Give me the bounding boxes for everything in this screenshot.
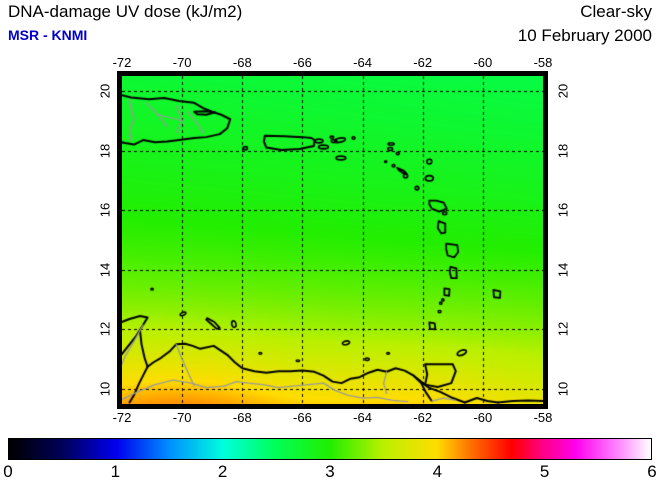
y-tick-left-3: 14 xyxy=(97,262,113,278)
y-tick-right-4: 12 xyxy=(555,322,571,337)
x-tick-bottom-4: -64 xyxy=(353,410,372,425)
y-tick-left-1: 18 xyxy=(97,143,113,158)
uv-dose-colorbar xyxy=(8,438,652,460)
x-tick-top-7: -58 xyxy=(533,55,553,70)
x-tick-top-4: -64 xyxy=(353,55,372,70)
chart-header: DNA-damage UV dose (kJ/m2) MSR - KNMI Cl… xyxy=(0,0,660,52)
x-tick-bottom-1: -70 xyxy=(172,410,192,425)
x-tick-bottom-3: -66 xyxy=(293,410,312,425)
colorbar-tick-3: 3 xyxy=(325,462,335,481)
x-tick-bottom-2: -68 xyxy=(232,410,252,425)
x-tick-top-2: -68 xyxy=(232,55,252,70)
x-tick-bottom-7: -58 xyxy=(533,410,553,425)
x-tick-top-6: -60 xyxy=(473,55,493,70)
y-tick-left-4: 12 xyxy=(97,322,113,337)
data-source-label: MSR - KNMI xyxy=(8,27,88,43)
colorbar-area: 0 1 2 3 4 5 6 xyxy=(0,432,660,481)
y-tick-right-5: 10 xyxy=(555,381,571,397)
x-tick-bottom-5: -62 xyxy=(413,410,433,425)
sky-condition-label: Clear-sky xyxy=(580,2,652,21)
y-tick-left-0: 20 xyxy=(97,83,113,99)
colorbar-tick-4: 4 xyxy=(432,462,443,481)
y-tick-right-0: 20 xyxy=(555,83,571,99)
map-frame xyxy=(117,71,548,409)
map-plot-area: -72 -72 -70 -70 -68 -68 -66 -66 -64 -64 -62 -62 -60 -… xyxy=(0,55,660,425)
date-label: 10 February 2000 xyxy=(517,26,652,45)
y-tick-left-5: 10 xyxy=(97,381,113,397)
colorbar-tick-2: 2 xyxy=(217,462,228,481)
y-tick-right-1: 18 xyxy=(555,143,571,158)
colorbar-tick-6: 6 xyxy=(647,462,657,481)
x-tick-bottom-6: -60 xyxy=(473,410,493,425)
x-tick-top-0: -72 xyxy=(112,55,132,70)
y-tick-left-2: 16 xyxy=(97,202,113,218)
x-tick-bottom-0: -72 xyxy=(112,410,132,425)
x-tick-top-1: -70 xyxy=(172,55,192,70)
x-tick-top-3: -66 xyxy=(293,55,312,70)
x-tick-top-5: -62 xyxy=(413,55,433,70)
colorbar-tick-5: 5 xyxy=(539,462,550,481)
colorbar-tick-1: 1 xyxy=(110,462,121,481)
page-title: DNA-damage UV dose (kJ/m2) xyxy=(8,2,243,21)
y-tick-right-3: 14 xyxy=(555,262,571,278)
y-tick-right-2: 16 xyxy=(555,202,571,218)
uv-dose-heatmap xyxy=(122,76,543,404)
colorbar-tick-0: 0 xyxy=(3,462,13,481)
